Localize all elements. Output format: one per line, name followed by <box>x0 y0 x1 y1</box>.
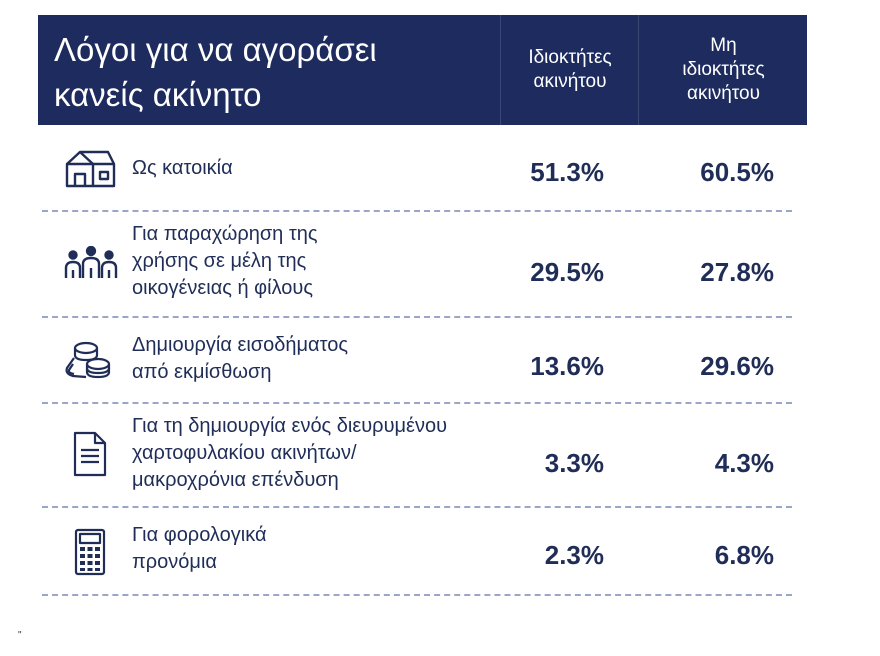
row-label: Για τη δημιουργία ενός διευρυμένου χαρτο… <box>132 413 447 494</box>
table-row: Ως κατοικία 51.3% 60.5% <box>38 140 807 210</box>
value-owners: 13.6% <box>530 351 604 381</box>
col2-line-3: ακινήτου <box>687 83 760 104</box>
row-divider <box>42 506 792 508</box>
title-line-2: κανείς ακίνητο <box>54 76 262 113</box>
row-label-line: Για φορολογικά <box>132 524 267 546</box>
row-label-line: Για παραχώρηση της <box>132 223 318 245</box>
row-label-line: μακροχρόνια επένδυση <box>132 469 339 491</box>
value-owners: 2.3% <box>544 540 604 570</box>
row-label-line: Ως κατοικία <box>132 157 233 179</box>
table-row: Για φορολογικά προνόμια 2.3% 6.8% <box>38 508 807 594</box>
col2-line-1: Μη <box>710 35 737 56</box>
col1-line-2: ακινήτου <box>533 71 607 92</box>
value-owners: 29.5% <box>530 257 604 287</box>
row-label: Για παραχώρηση της χρήσης σε μέλη της οι… <box>132 221 318 302</box>
row-label-line: χρήσης σε μέλη της <box>132 250 307 272</box>
value-owners: 51.3% <box>530 157 604 187</box>
row-label-line: προνόμια <box>132 551 217 573</box>
table-row: Δημιουργία εισοδήματος από εκμίσθωση 13.… <box>38 318 807 402</box>
value-non-owners: 6.8% <box>714 540 774 570</box>
row-label-line: οικογένειας ή φίλους <box>132 277 313 299</box>
row-divider <box>42 316 792 318</box>
table-row: Για παραχώρηση της χρήσης σε μέλη της οι… <box>38 212 807 316</box>
row-label: Δημιουργία εισοδήματος από εκμίσθωση <box>132 332 348 386</box>
col2-line-2: ιδιοκτήτες <box>682 59 765 80</box>
value-owners: 3.3% <box>544 448 604 478</box>
row-label: Για φορολογικά προνόμια <box>132 522 267 576</box>
row-label: Ως κατοικία <box>132 155 233 182</box>
row-divider <box>42 594 792 596</box>
row-label-line: Για τη δημιουργία ενός διευρυμένου <box>132 415 447 437</box>
value-non-owners: 27.8% <box>700 257 774 287</box>
value-non-owners: 4.3% <box>714 448 774 478</box>
document-icon <box>72 430 108 483</box>
col1-line-1: Ιδιοκτήτες <box>528 47 612 68</box>
row-divider <box>42 210 792 212</box>
people-icon <box>64 245 118 285</box>
column-header-non-owners: Μη ιδιοκτήτες ακινήτου <box>638 15 808 125</box>
house-icon <box>64 148 116 193</box>
row-label-line: Δημιουργία εισοδήματος <box>132 334 348 356</box>
table-header: Λόγοι για να αγοράσει κανείς ακίνητο Ιδι… <box>38 15 807 125</box>
value-non-owners: 60.5% <box>700 157 774 187</box>
table-row: Για τη δημιουργία ενός διευρυμένου χαρτο… <box>38 404 807 506</box>
calculator-icon <box>74 528 106 581</box>
row-label-line: από εκμίσθωση <box>132 361 272 383</box>
footnote-mark: " <box>18 630 22 641</box>
coins-icon <box>64 340 112 385</box>
row-divider <box>42 402 792 404</box>
value-non-owners: 29.6% <box>700 351 774 381</box>
column-header-owners: Ιδιοκτήτες ακινήτου <box>500 15 639 125</box>
title-line-1: Λόγοι για να αγοράσει <box>54 31 377 68</box>
row-label-line: χαρτοφυλακίου ακινήτων/ <box>132 442 357 464</box>
chart-title: Λόγοι για να αγοράσει κανείς ακίνητο <box>54 27 494 117</box>
